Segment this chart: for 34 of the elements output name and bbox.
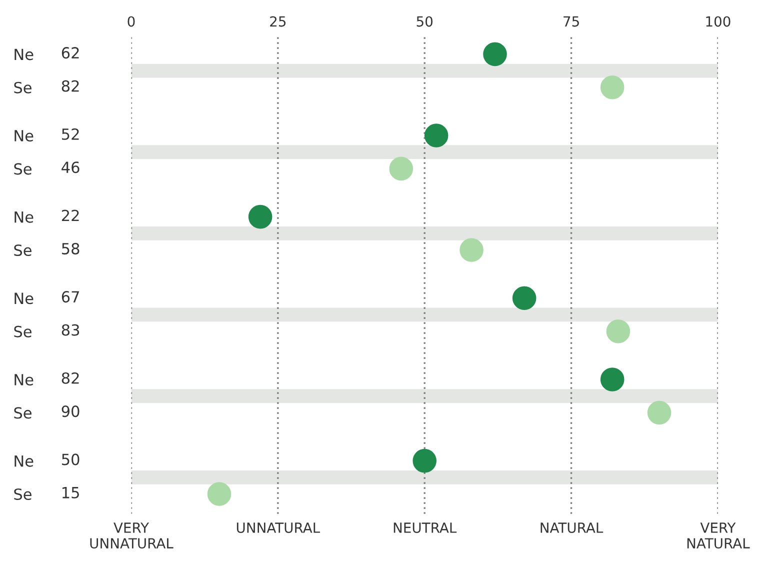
x-tick-label: 25 <box>270 16 286 27</box>
data-label: 82 <box>62 80 79 92</box>
data-label: 52 <box>62 128 79 140</box>
data-label: 22 <box>62 210 79 222</box>
text: VERY NATURAL <box>687 522 750 549</box>
y-tick-label: Ne <box>14 211 34 223</box>
data-label: 15 <box>62 487 79 498</box>
data-label: 46 <box>62 162 80 174</box>
y-tick-label: Se <box>14 407 32 419</box>
x-tick-label: 50 <box>416 16 433 27</box>
y-tick-label: Se <box>14 163 32 175</box>
y-tick-label: Ne <box>14 48 34 60</box>
y-tick-label: Ne <box>14 374 34 386</box>
data-label: 62 <box>62 47 79 59</box>
y-tick-label: Se <box>14 244 32 256</box>
text: NATURAL <box>540 522 604 533</box>
text: NEUTRAL <box>394 522 457 533</box>
y-tick-label: Se <box>14 488 32 500</box>
y-tick-label: Se <box>14 82 32 94</box>
data-label: 83 <box>62 324 80 336</box>
y-tick-label: Ne <box>14 130 34 142</box>
data-label: 58 <box>62 242 80 254</box>
y-tick-label: Ne <box>14 455 34 467</box>
x-tick-label: 75 <box>564 16 579 27</box>
y-tick-label: Ne <box>14 292 34 304</box>
data-label: 82 <box>62 372 79 384</box>
x-tick-label: 0 <box>128 16 135 27</box>
text: VERY UNNATURAL <box>90 522 174 549</box>
data-label: 67 <box>62 291 79 303</box>
y-tick-label: Se <box>14 326 32 338</box>
x-tick-label: 100 <box>706 16 730 27</box>
data-label: 90 <box>62 406 80 418</box>
text: UNNATURAL <box>236 522 320 533</box>
data-label: 50 <box>62 454 80 466</box>
